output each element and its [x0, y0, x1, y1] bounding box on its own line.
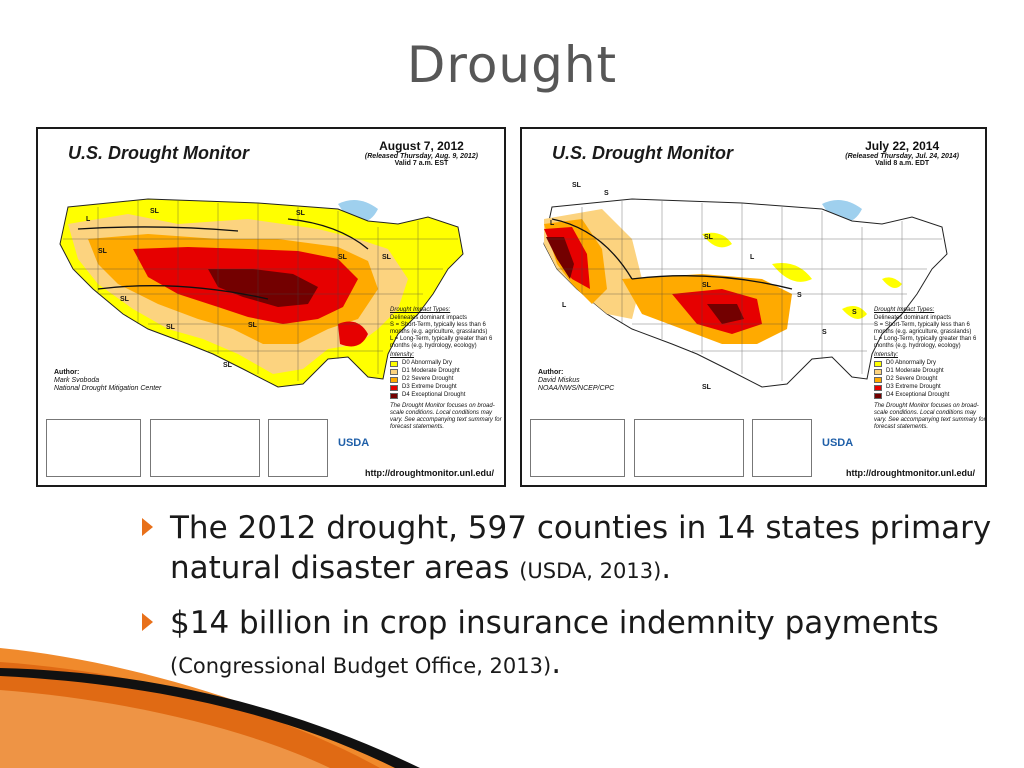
svg-text:SL: SL — [120, 296, 130, 303]
legend-row-d0: D0 Abnormally Dry — [874, 360, 985, 367]
bullet-list: The 2012 drought, 597 counties in 14 sta… — [142, 508, 1012, 698]
inset-hawaii — [150, 419, 260, 477]
svg-text:S: S — [797, 292, 802, 299]
map-date: August 7, 2012 — [379, 139, 464, 153]
inset-hawaii — [634, 419, 744, 477]
legend-row-d2: D2 Severe Drought — [390, 376, 502, 383]
citation: (USDA, 2013) — [519, 559, 662, 583]
usda-logo: USDA — [338, 437, 370, 449]
map-date-block: August 7, 2012 (Released Thursday, Aug. … — [365, 139, 478, 167]
map-valid: Valid 8 a.m. EDT — [875, 160, 930, 167]
svg-text:SL: SL — [166, 324, 176, 331]
map-url[interactable]: http://droughtmonitor.unl.edu/ — [365, 468, 494, 478]
inset-alaska — [530, 419, 625, 477]
legend-row-d4: D4 Exceptional Drought — [390, 392, 502, 399]
bullet-arrow-icon — [142, 518, 153, 536]
legend-row-d0: D0 Abnormally Dry — [390, 360, 502, 367]
svg-text:SL: SL — [223, 362, 233, 369]
drought-map-2012: L SL SL SL SL SL SL SL SL SL U.S. Drought Monit… — [36, 127, 506, 487]
map-released: (Released Thursday, Jul. 24, 2014) — [845, 153, 959, 160]
legend-row-d1: D1 Moderate Drought — [390, 368, 502, 375]
impact-line: Delineates dominant impacts — [390, 315, 468, 321]
short-term: S = Short-Term, typically less than 6 mo… — [390, 322, 488, 335]
svg-text:L: L — [86, 216, 91, 223]
inset-puerto-rico — [268, 419, 328, 477]
slide-title: Drought — [406, 36, 618, 94]
map-url[interactable]: http://droughtmonitor.unl.edu/ — [846, 468, 975, 478]
bullet-item: $14 billion in crop insurance indemnity … — [142, 603, 1012, 686]
bullet-arrow-icon — [142, 613, 153, 631]
citation: (Congressional Budget Office, 2013) — [170, 654, 552, 678]
svg-text:L: L — [550, 220, 555, 227]
svg-text:S: S — [822, 329, 827, 336]
svg-text:SL: SL — [338, 254, 348, 261]
map-title: U.S. Drought Monitor — [552, 143, 733, 163]
legend-row-d1: D1 Moderate Drought — [874, 368, 985, 375]
bullet-item: The 2012 drought, 597 counties in 14 sta… — [142, 508, 1012, 591]
map-valid: Valid 7 a.m. EST — [394, 160, 449, 167]
svg-text:SL: SL — [150, 208, 160, 215]
svg-text:S: S — [604, 190, 609, 197]
us-map-2012: L SL SL SL SL SL SL SL SL SL — [59, 198, 464, 388]
legend-row-d4: D4 Exceptional Drought — [874, 392, 985, 399]
long-term: L = Long-Term, typically greater than 6 … — [390, 336, 493, 349]
svg-text:S: S — [852, 309, 857, 316]
legend-row-d2: D2 Severe Drought — [874, 376, 985, 383]
legend-row-d3: D3 Extreme Drought — [874, 384, 985, 391]
svg-text:SL: SL — [572, 182, 582, 189]
map-author: Author: David Miskus NOAA/NWS/NCEP/CPC — [538, 369, 615, 392]
svg-text:L: L — [562, 302, 567, 309]
intensity-heading: Intensity: — [390, 352, 415, 358]
map-released: (Released Thursday, Aug. 9, 2012) — [364, 153, 478, 160]
intensity-heading: Intensity: — [874, 352, 899, 358]
inset-alaska — [46, 419, 141, 477]
map-date: July 22, 2014 — [865, 139, 940, 153]
svg-text:SL: SL — [704, 234, 714, 241]
map-author: Author: Mark Svoboda National Drought Mi… — [54, 369, 162, 392]
legend-row-d3: D3 Extreme Drought — [390, 384, 502, 391]
svg-text:SL: SL — [98, 248, 108, 255]
short-term: S = Short-Term, typically less than 6 mo… — [874, 322, 972, 335]
svg-text:SL: SL — [702, 384, 712, 391]
legend-note: The Drought Monitor focuses on broad-sca… — [874, 403, 986, 430]
map-legend: Drought Impact Types: Delineates dominan… — [390, 307, 502, 431]
impact-heading: Drought Impact Types: — [874, 307, 935, 313]
svg-text:L: L — [750, 254, 755, 261]
inset-puerto-rico — [752, 419, 812, 477]
map-title: U.S. Drought Monitor — [68, 143, 249, 163]
map-legend: Drought Impact Types: Delineates dominan… — [874, 307, 986, 431]
map-date-block: July 22, 2014 (Released Thursday, Jul. 2… — [845, 139, 959, 167]
svg-text:SL: SL — [248, 322, 258, 329]
svg-text:SL: SL — [296, 210, 306, 217]
impact-heading: Drought Impact Types: — [390, 307, 451, 313]
long-term: L = Long-Term, typically greater than 6 … — [874, 336, 977, 349]
svg-text:SL: SL — [702, 282, 712, 289]
legend-note: The Drought Monitor focuses on broad-sca… — [390, 403, 502, 430]
svg-text:SL: SL — [382, 254, 392, 261]
impact-line: Delineates dominant impacts — [874, 315, 952, 321]
usda-logo: USDA — [822, 437, 854, 449]
